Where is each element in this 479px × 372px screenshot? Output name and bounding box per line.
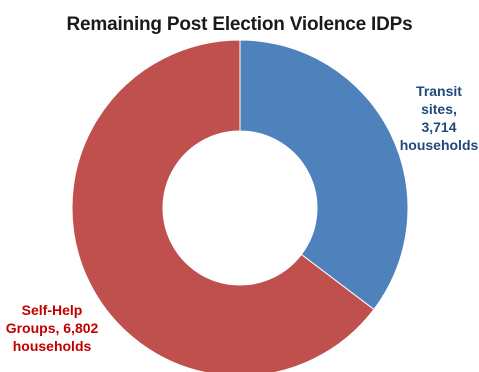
slice-label-line: Self-Help bbox=[21, 302, 83, 318]
chart-title: Remaining Post Election Violence IDPs bbox=[66, 14, 413, 35]
slice-label-line: 3,714 bbox=[421, 119, 457, 135]
slice-label-line: Groups, 6,802 bbox=[5, 320, 99, 336]
slice-label-line: households bbox=[399, 137, 479, 153]
slice-label-transit-sites: Transit sites, 3,714 households bbox=[398, 82, 479, 154]
slice-label-line: sites, bbox=[421, 101, 457, 117]
slice-label-line: households bbox=[12, 338, 92, 354]
slice-transit-sites bbox=[239, 39, 409, 311]
slice-self-help-groups bbox=[71, 39, 375, 372]
slice-label-self-help-groups: Self-Help Groups, 6,802 households bbox=[4, 301, 100, 355]
slice-label-line: Transit bbox=[416, 83, 462, 99]
